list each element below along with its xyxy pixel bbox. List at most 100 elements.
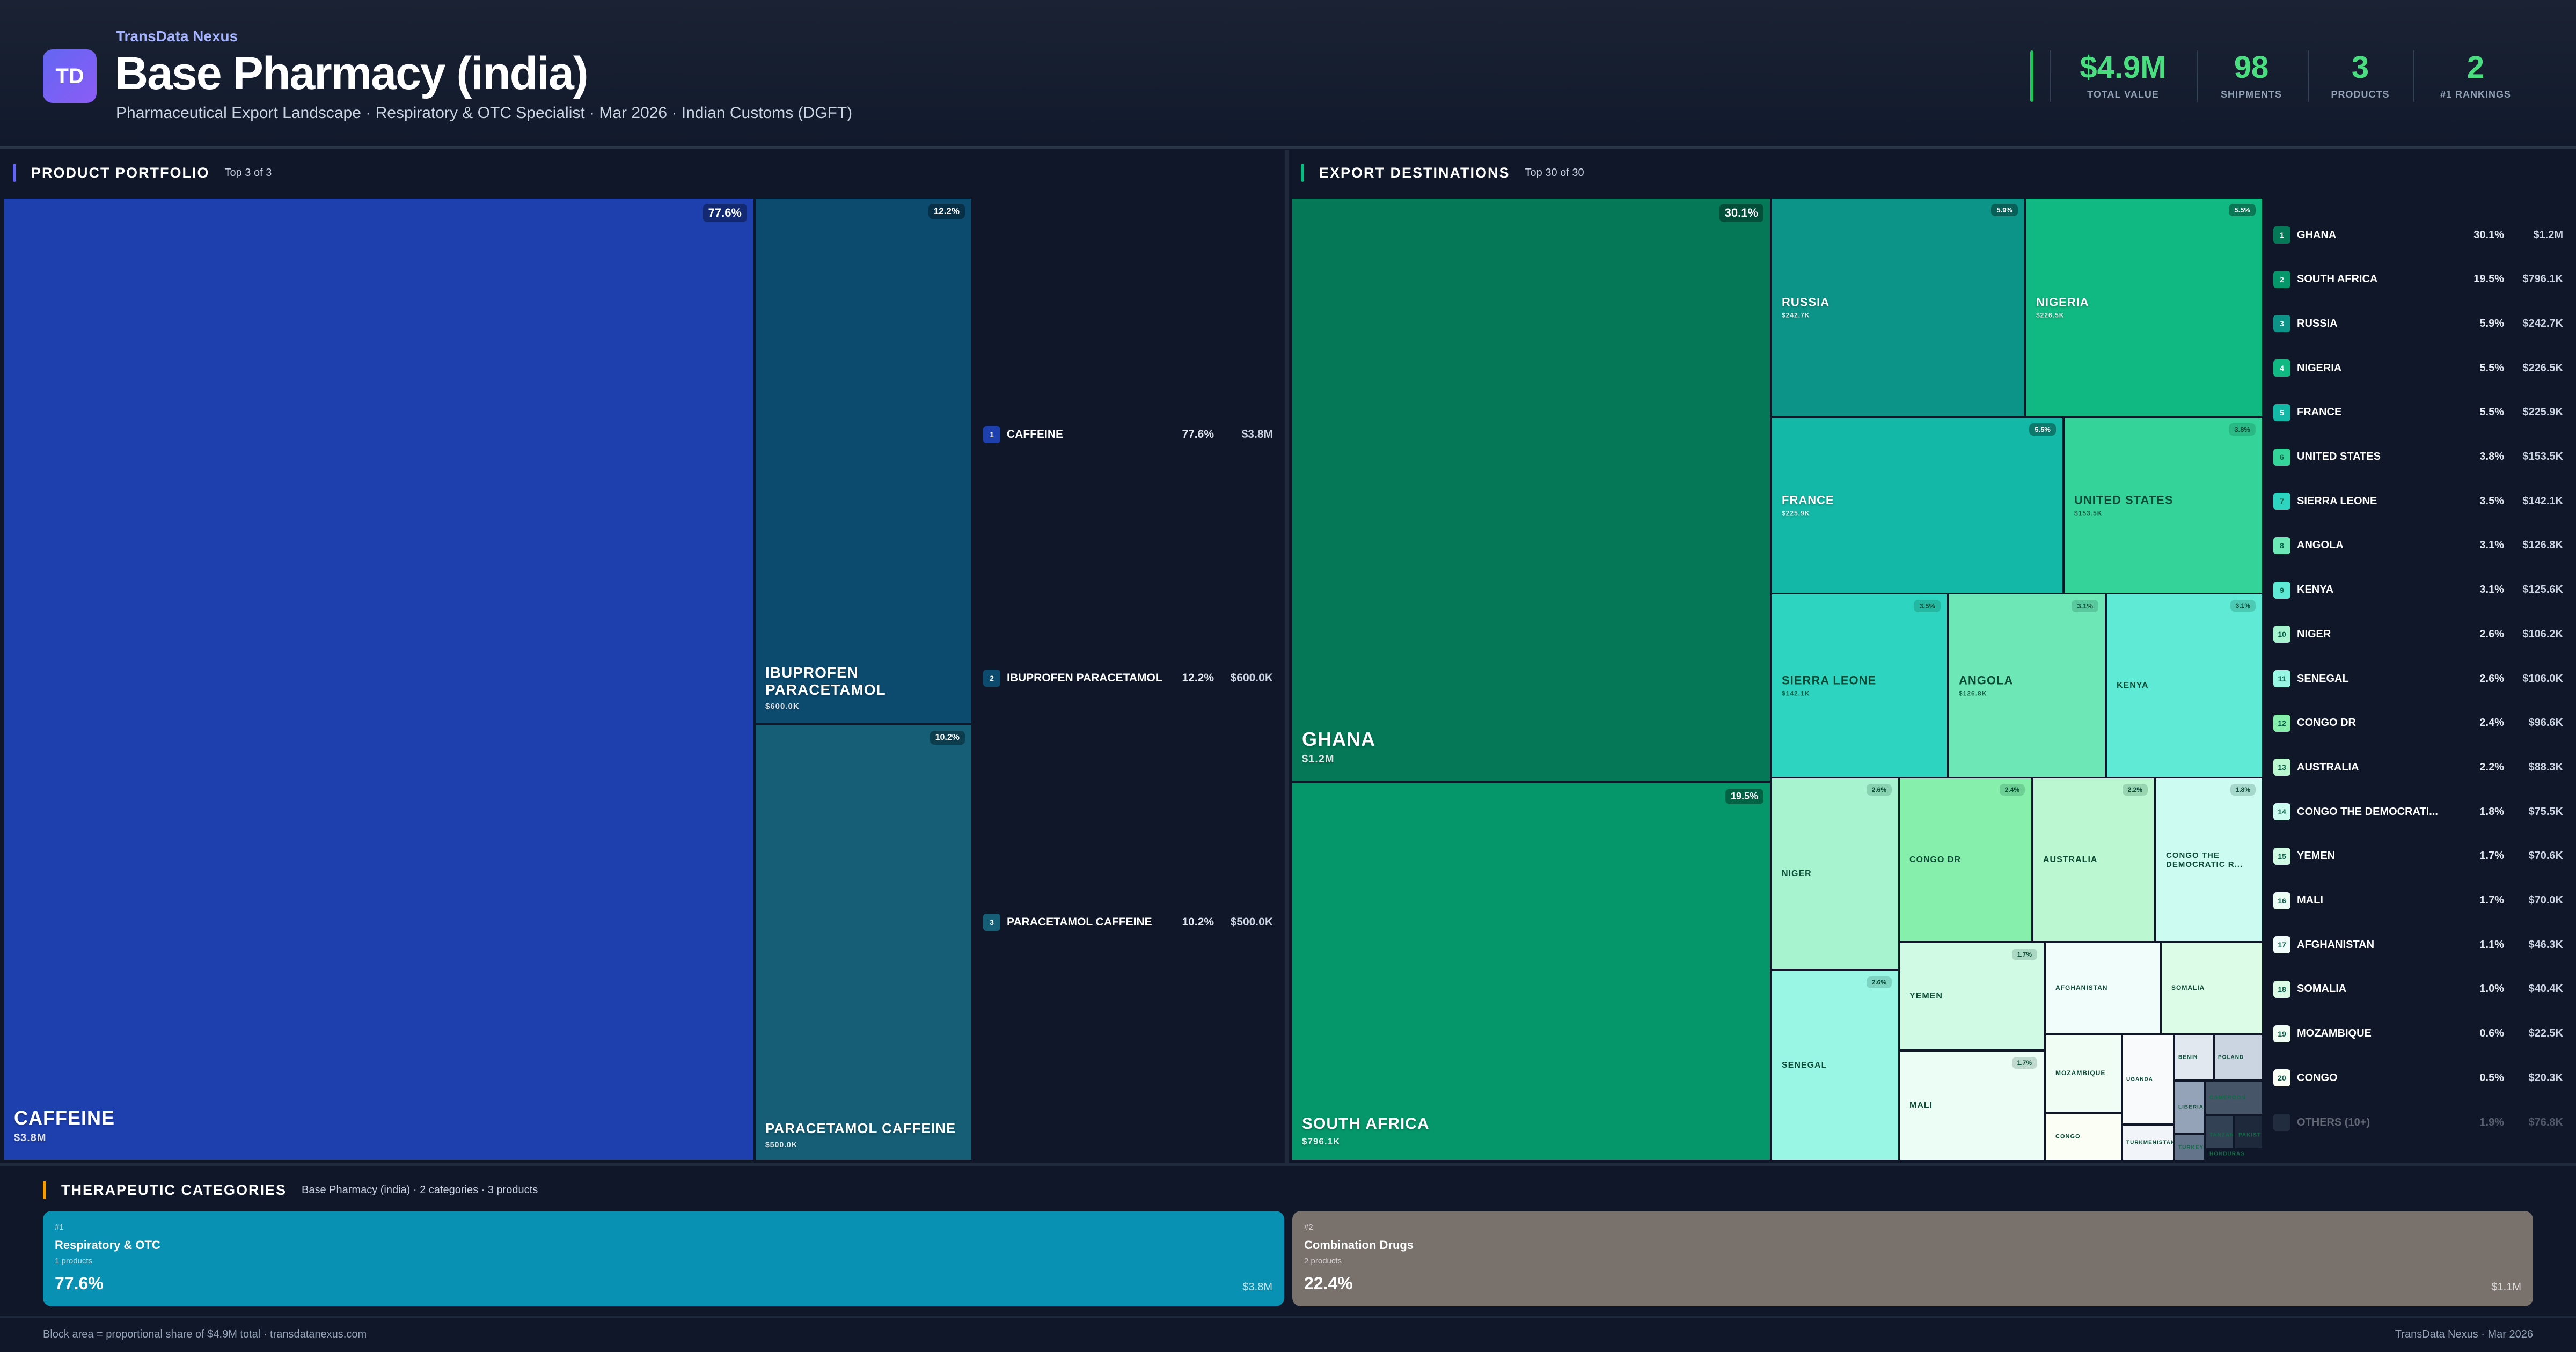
treemap-tile-sierra-leone[interactable]: SIERRA LEONE $142.1K 3.5% xyxy=(1772,594,1947,777)
kpi-rankings: 2 #1 RANKINGS xyxy=(2413,50,2537,102)
product-list-row[interactable]: 2 IBUPROFEN PARACETAMOL 12.2% $600.0K xyxy=(983,668,1273,688)
rank-badge: 9 xyxy=(2273,581,2290,599)
destination-value: $1.2M xyxy=(2533,229,2563,241)
destination-name: CONGO DR xyxy=(2297,717,2356,729)
tile-label: UNITED STATES $153.5K xyxy=(2074,493,2256,517)
destination-list-row[interactable]: 1 GHANA 30.1% $1.2M xyxy=(2273,226,2563,244)
treemap-tile-honduras[interactable]: HONDURAS xyxy=(2206,1148,2262,1160)
tile-name: NIGERIA xyxy=(2036,295,2089,308)
treemap-tile-product-1[interactable]: CAFFEINE $3.8M 77.6% xyxy=(4,199,753,1160)
treemap-tile-somalia[interactable]: SOMALIA xyxy=(2162,943,2262,1033)
destination-list-row[interactable]: 16 MALI 1.7% $70.0K xyxy=(2273,892,2563,909)
category-count: 2 products xyxy=(1304,1257,1342,1266)
tile-name: SENEGAL xyxy=(1782,1060,1827,1070)
destination-name: SOUTH AFRICA xyxy=(2297,273,2378,285)
rank-badge: 19 xyxy=(2273,1025,2290,1042)
destination-list-row[interactable]: 19 MOZAMBIQUE 0.6% $22.5K xyxy=(2273,1025,2563,1042)
destination-list-row[interactable]: 11 SENEGAL 2.6% $106.0K xyxy=(2273,670,2563,687)
destination-name: AFGHANISTAN xyxy=(2297,938,2375,951)
page-title: Base Pharmacy (india) xyxy=(115,48,588,99)
treemap-tile-turkmenistan[interactable]: TURKMENISTAN xyxy=(2123,1126,2173,1160)
destination-list-row[interactable]: 20 CONGO 0.5% $20.3K xyxy=(2273,1069,2564,1087)
treemap-tile-kenya[interactable]: KENYA 3.1% xyxy=(2107,594,2262,777)
destination-list-row[interactable]: 4 NIGERIA 5.5% $226.5K xyxy=(2273,359,2563,377)
rank-badge: 15 xyxy=(2273,847,2290,865)
treemap-tile-russia[interactable]: RUSSIA $242.7K 5.9% xyxy=(1772,199,2024,416)
destination-list-row[interactable]: 14 CONGO THE DEMOCRATI... 1.8% $75.5K xyxy=(2273,803,2563,821)
treemap-tile-france[interactable]: FRANCE $225.9K 5.5% xyxy=(1772,418,2062,593)
treemap-tile-mozambique[interactable]: MOZAMBIQUE xyxy=(2046,1035,2121,1112)
destination-list-row[interactable]: 17 AFGHANISTAN 1.1% $46.3K xyxy=(2273,936,2563,954)
destination-list-row[interactable]: 18 SOMALIA 1.0% $40.4K xyxy=(2273,980,2563,998)
tile-name: ANGOLA xyxy=(1959,673,2014,687)
treemap-tile-product-2[interactable]: IBUPROFEN PARACETAMOL $600.0K 12.2% xyxy=(756,199,971,723)
pct-badge: 5.5% xyxy=(2029,423,2056,436)
destination-name: SENEGAL xyxy=(2297,672,2349,685)
category-card-respiratory[interactable]: #1 Respiratory & OTC 1 products 77.6% $3… xyxy=(43,1211,1284,1306)
destination-name: GHANA xyxy=(2297,229,2337,241)
tile-value: $1.2M xyxy=(1302,753,1335,766)
product-list-row[interactable]: 1 CAFFEINE 77.6% $3.8M xyxy=(983,425,1273,444)
rank-badge: 10 xyxy=(2273,626,2290,643)
product-value: $600.0K xyxy=(1230,672,1273,684)
tile-name: YEMEN xyxy=(1909,991,1943,1001)
destination-list-row[interactable]: 5 FRANCE 5.5% $225.9K xyxy=(2273,403,2563,421)
destination-list-row[interactable]: 15 YEMEN 1.7% $70.6K xyxy=(2273,847,2563,865)
tile-name: BENIN xyxy=(2178,1054,2198,1060)
destination-list-row[interactable]: 8 ANGOLA 3.1% $126.8K xyxy=(2273,537,2563,554)
destination-name: SOMALIA xyxy=(2297,983,2347,995)
destination-list-others[interactable]: OTHERS (10+) 1.9% $76.8K xyxy=(2273,1114,2563,1131)
rank-badge: 7 xyxy=(2273,493,2290,510)
destination-list-row[interactable]: 6 UNITED STATES 3.8% $153.5K xyxy=(2273,448,2563,466)
header: TD TransData Nexus Base Pharmacy (india)… xyxy=(0,0,2576,149)
destination-pct: 3.8% xyxy=(2479,451,2504,462)
treemap-tile-congo[interactable]: CONGO xyxy=(2046,1114,2121,1160)
destination-value: $106.0K xyxy=(2522,672,2563,685)
treemap-tile-yemen[interactable]: YEMEN 1.7% xyxy=(1900,943,2044,1049)
treemap-tile-australia[interactable]: AUSTRALIA 2.2% xyxy=(2033,778,2154,941)
treemap-tile-ghana[interactable]: GHANA $1.2M 30.1% xyxy=(1292,199,1770,781)
destination-list-row[interactable]: 10 NIGER 2.6% $106.2K xyxy=(2273,626,2563,643)
pct-badge: 19.5% xyxy=(1725,789,1763,804)
rank-badge: 13 xyxy=(2273,759,2290,776)
treemap-tile-united-states[interactable]: UNITED STATES $153.5K 3.8% xyxy=(2065,418,2262,593)
destination-name: RUSSIA xyxy=(2297,317,2338,329)
treemap-tile-congo-the-democrati-[interactable]: CONGO THE DEMOCRATIC R... 1.8% xyxy=(2156,778,2262,941)
treemap-tile-benin[interactable]: BENIN xyxy=(2175,1035,2213,1079)
destination-value: $225.9K xyxy=(2522,406,2563,418)
tile-name: UGANDA xyxy=(2126,1076,2153,1082)
treemap-tile-product-3[interactable]: PARACETAMOL CAFFEINE $500.0K 10.2% xyxy=(756,725,971,1160)
treemap-tile-cameroon[interactable]: CAMEROON xyxy=(2206,1082,2262,1114)
destination-list-row[interactable]: 13 AUSTRALIA 2.2% $88.3K xyxy=(2273,759,2563,776)
treemap-tile-afghanistan[interactable]: AFGHANISTAN xyxy=(2046,943,2160,1033)
rank-badge xyxy=(2273,1114,2290,1131)
treemap-tile-poland[interactable]: POLAND xyxy=(2215,1035,2262,1079)
destination-list-row[interactable]: 2 SOUTH AFRICA 19.5% $796.1K xyxy=(2273,270,2563,288)
treemap-tile-angola[interactable]: ANGOLA $126.8K 3.1% xyxy=(1949,594,2105,777)
destination-list-row[interactable]: 12 CONGO DR 2.4% $96.6K xyxy=(2273,714,2563,732)
product-list-row[interactable]: 3 PARACETAMOL CAFFEINE 10.2% $500.0K xyxy=(983,913,1273,932)
category-value: $3.8M xyxy=(1242,1281,1272,1293)
destination-list-row[interactable]: 7 SIERRA LEONE 3.5% $142.1K xyxy=(2273,493,2563,510)
treemap-tile-turkey[interactable]: TURKEY xyxy=(2175,1135,2204,1160)
treemap-tile-congo-dr[interactable]: CONGO DR 2.4% xyxy=(1900,778,2031,941)
tile-value: $600.0K xyxy=(765,702,800,711)
treemap-tile-niger[interactable]: NIGER 2.6% xyxy=(1772,778,1898,969)
destination-list-row[interactable]: 3 RUSSIA 5.9% $242.7K xyxy=(2273,315,2563,333)
logo: TD xyxy=(43,49,97,103)
category-card-combination[interactable]: #2 Combination Drugs 2 products 22.4% $1… xyxy=(1292,1211,2533,1306)
treemap-tile-south-africa[interactable]: SOUTH AFRICA $796.1K 19.5% xyxy=(1292,783,1770,1160)
treemap-tile-mali[interactable]: MALI 1.7% xyxy=(1900,1052,2044,1160)
destination-value: $125.6K xyxy=(2522,584,2563,596)
therapeutic-categories-header: THERAPEUTIC CATEGORIES Base Pharmacy (in… xyxy=(43,1180,538,1200)
treemap-tile-senegal[interactable]: SENEGAL 2.6% xyxy=(1772,971,1898,1160)
destination-list-row[interactable]: 9 KENYA 3.1% $125.6K xyxy=(2273,581,2563,599)
treemap-tile-nigeria[interactable]: NIGERIA $226.5K 5.5% xyxy=(2026,199,2262,416)
tile-label: NIGER xyxy=(1782,869,1892,878)
treemap-tile-uganda[interactable]: UGANDA xyxy=(2123,1035,2173,1123)
page-subtitle: Pharmaceutical Export Landscape · Respir… xyxy=(116,104,853,122)
treemap-tile-liberia[interactable]: LIBERIA xyxy=(2175,1082,2204,1133)
tile-label: MOZAMBIQUE xyxy=(2055,1069,2114,1077)
destination-value: $20.3K xyxy=(2528,1071,2564,1084)
tile-label: CAFFEINE $3.8M xyxy=(14,1107,747,1144)
